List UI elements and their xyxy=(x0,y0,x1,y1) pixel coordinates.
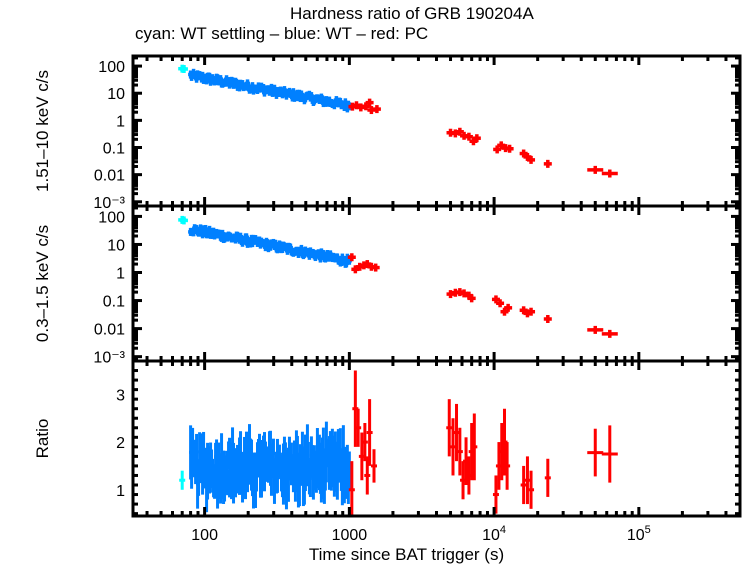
data-point-red xyxy=(524,456,531,505)
data-point-red xyxy=(587,428,604,477)
data-point-red xyxy=(371,449,378,483)
y-tick-label: 10 xyxy=(107,237,125,254)
data-point-red xyxy=(446,399,453,457)
data-point-red xyxy=(505,144,514,153)
y-tick-label: 10⁻³ xyxy=(93,195,125,212)
data-point-red xyxy=(355,408,362,447)
data-point-red xyxy=(492,475,499,514)
data-point-red xyxy=(587,325,604,334)
data-point-red xyxy=(520,465,527,505)
x-tick-label: 104 xyxy=(482,524,506,544)
data-point-red xyxy=(543,315,552,324)
x-tick-exponent: 4 xyxy=(500,524,506,536)
x-axis-label: Time since BAT trigger (s) xyxy=(309,545,504,564)
y-tick-label: 1 xyxy=(116,483,125,500)
y-axis-label: 0.3–1.5 keV c/s xyxy=(33,225,52,342)
data-point-red xyxy=(504,442,511,490)
y-tick-label: 10⁻³ xyxy=(93,350,125,367)
data-point-red xyxy=(543,159,552,168)
data-point-red xyxy=(472,134,481,143)
y-axis-label: Ratio xyxy=(33,419,52,459)
data-point-red xyxy=(464,132,473,141)
y-tick-label: 1 xyxy=(116,266,125,283)
data-point-red xyxy=(365,98,374,107)
data-point-red xyxy=(460,289,469,298)
data-point-red xyxy=(587,165,604,174)
data-point-red xyxy=(366,399,373,466)
data-point-red xyxy=(601,329,618,338)
data-point-red xyxy=(455,127,464,136)
y-tick-label: 0.01 xyxy=(94,168,125,185)
data-point-cyan xyxy=(179,65,188,74)
y-tick-label: 2 xyxy=(116,435,125,452)
y-tick-label: 0.01 xyxy=(94,322,125,339)
data-point-red xyxy=(527,307,536,316)
data-point-red xyxy=(467,294,476,303)
data-point-red xyxy=(493,145,502,154)
data-point-red xyxy=(371,263,380,272)
data-point-red xyxy=(449,418,456,476)
data-point-blue xyxy=(271,438,275,469)
chart-subtitle: cyan: WT settling – blue: WT – red: PC xyxy=(135,24,429,43)
data-point-red xyxy=(601,425,618,483)
data-point-red xyxy=(347,253,356,262)
data-point-red xyxy=(456,427,463,476)
x-tick-exponent: 5 xyxy=(645,524,651,536)
data-point-red xyxy=(528,470,535,509)
data-point-red xyxy=(504,303,513,312)
chart-title: Hardness ratio of GRB 190204A xyxy=(290,4,534,23)
data-point-cyan xyxy=(179,470,186,490)
y-axis-label: 1.51–10 keV c/s xyxy=(33,70,52,192)
y-tick-label: 100 xyxy=(98,59,125,76)
data-point-red xyxy=(601,169,618,178)
data-point-red xyxy=(544,458,551,497)
data-point-red xyxy=(527,155,536,164)
y-tick-label: 10 xyxy=(107,86,125,103)
data-point-cyan xyxy=(179,216,188,225)
data-point-red xyxy=(496,299,505,308)
data-point-red xyxy=(364,456,371,495)
x-tick-label: 105 xyxy=(627,524,651,544)
y-tick-label: 0.1 xyxy=(103,294,125,311)
y-tick-label: 3 xyxy=(116,387,125,404)
data-point-red xyxy=(348,461,355,515)
data-point-red xyxy=(372,105,381,114)
data-point-red xyxy=(471,413,478,481)
x-tick-label: 1000 xyxy=(332,527,368,544)
panel-frame-soft-band xyxy=(131,204,742,363)
x-tick-label: 100 xyxy=(191,527,218,544)
y-tick-label: 1 xyxy=(116,113,125,130)
y-tick-label: 100 xyxy=(98,209,125,226)
data-point-red xyxy=(361,423,368,462)
y-tick-label: 0.1 xyxy=(103,141,125,158)
